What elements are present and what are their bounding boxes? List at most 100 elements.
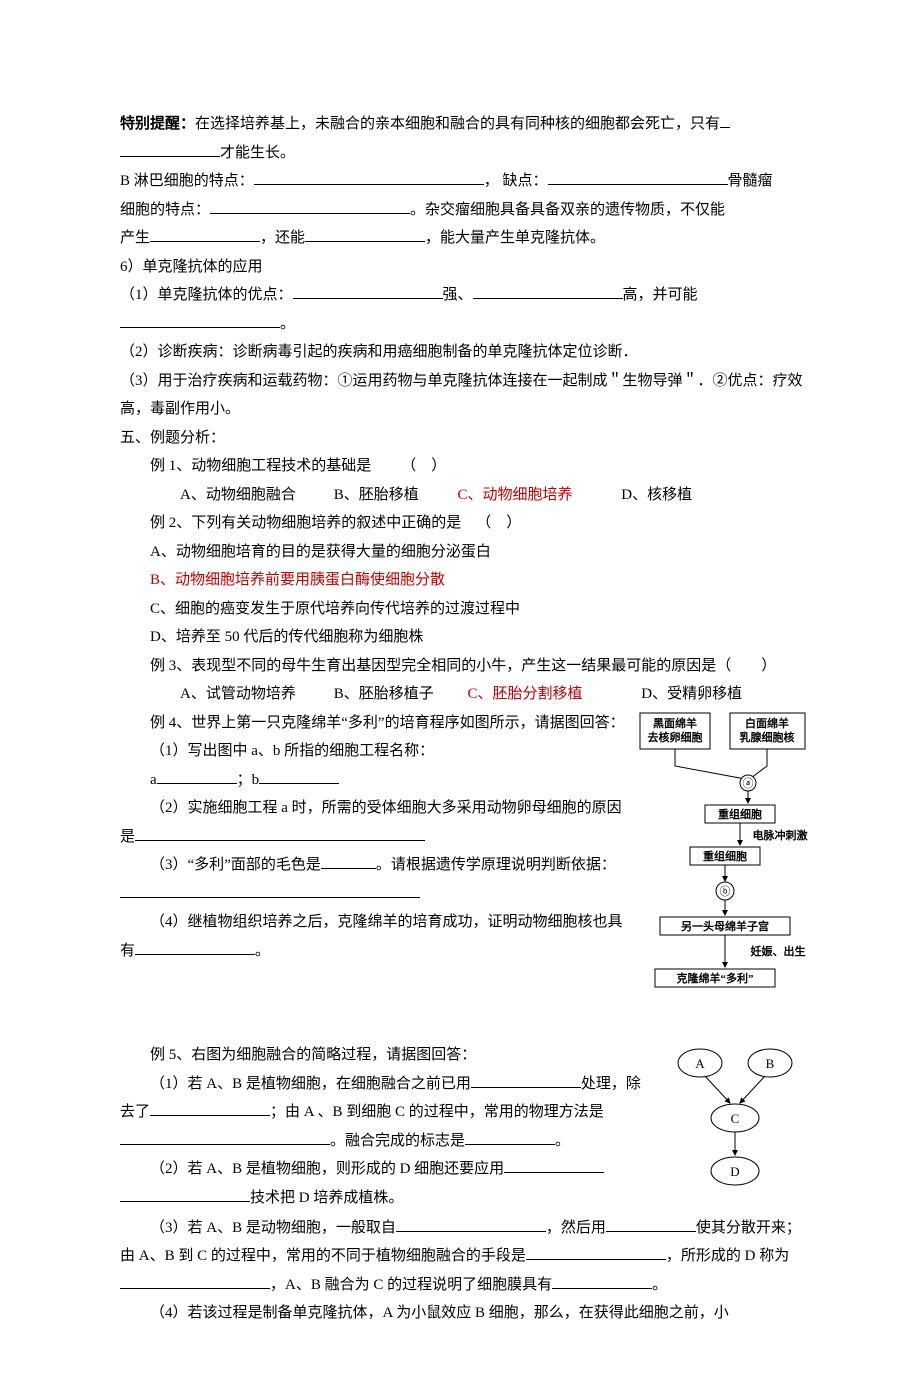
text: （1）若 A、B 是植物细胞，在细胞融合之前已用 [150,1076,471,1092]
text: （3）若 A、B 是动物细胞，一般取自 [150,1220,396,1236]
sec5-title: 五、例题分析： [120,424,810,453]
sec6-p1: （1）单克隆抗体的优点：强、高，并可能 [120,281,810,310]
ex2-d: D、培养至 50 代后的传代细胞称为细胞株 [120,623,810,652]
bcell-line3: 产生 ，还能 ，能大量产生单克隆抗体。 [120,224,810,253]
blank [548,167,728,185]
opt-c: C、动物细胞培养 [428,481,588,510]
text: 。 [255,943,270,959]
bcell-line2: 细胞的特点：。杂交瘤细胞具备具备双亲的遗传物质，不仅能 [120,196,810,225]
text: 。杂交瘤细胞具备具备双亲的遗传物质，不仅能 [410,202,725,218]
tip-label: 特别提醒： [120,116,195,132]
blank [504,1155,604,1173]
text: 。 [280,316,295,332]
blank [135,937,255,955]
svg-text:A: A [695,1056,705,1071]
blank [254,167,484,185]
svg-text:重组细胞: 重组细胞 [703,849,747,863]
sec6-p3: （3）用于治疗疾病和运载药物：①运用药物与单克隆抗体连接在一起制成＂生物导弹＂．… [120,367,810,424]
svg-text:ⓐ: ⓐ [743,777,754,790]
ex5-q3: （3）若 A、B 是动物细胞，一般取自，然后用使其分散开来；由 A、B 到 C … [120,1214,810,1300]
ex1-opts: A、动物细胞融合 B、胚胎移植 C、动物细胞培养 D、核移植 [120,481,810,510]
ex5-wrap: A B C D 例 5、右图为细胞融合的简略过程，请据图回答： （1）若 A、B… [120,1041,810,1328]
bcell-line1: B 淋巴细胞的特点： ， 缺点： 骨髓瘤 [120,167,810,196]
text: a [150,772,157,788]
blank [150,1098,270,1116]
text: 高，并可能 [623,287,698,303]
ex2-c: C、细胞的癌变发生于原代培养向传代培养的过渡过程中 [120,595,810,624]
ex1-stem: 例 1、动物细胞工程技术的基础是 （ ） [120,452,810,481]
svg-text:克隆绵羊“多利”: 克隆绵羊“多利” [677,971,754,985]
svg-text:C: C [731,1111,740,1126]
text: ， 缺点： [484,173,548,189]
svg-text:ⓑ: ⓑ [720,885,731,898]
svg-text:白面绵羊: 白面绵羊 [745,716,789,730]
blank [305,224,425,242]
text: ，A、B 融合为 C 的过程说明了细胞膜具有 [270,1277,552,1293]
text: ，还能 [260,230,305,246]
ex2-b: B、动物细胞培养前要用胰蛋白酶使细胞分散 [120,566,810,595]
blank [293,281,443,299]
text: （2）若 A、B 是植物细胞，则形成的 D 细胞还要应用 [150,1161,504,1177]
ex4-wrap: .btxt { font: bold 11px "SimSun"; } .ntx… [120,709,810,1027]
blank [157,766,237,784]
text: 例 4、世界上第一只克隆绵羊“多利”的培育程序如图所示，请据图回答： [150,715,625,731]
blank [321,851,376,869]
blank [396,1214,546,1232]
svg-text:电脉冲刺激: 电脉冲刺激 [753,828,808,842]
blank [471,1070,581,1088]
blank [552,1271,652,1289]
text: ，能大量产生单克隆抗体。 [425,230,605,246]
opt-d: D、受精卵移植 [611,680,742,709]
tip-para: 特别提醒：在选择培养基上，未融合的亲本细胞和融合的具有同种核的细胞都会死亡，只有 [120,110,810,139]
blank [150,224,260,242]
text: ；b [237,772,260,788]
ex2-stem: 例 2、下列有关动物细胞培养的叙述中正确的是 （ ） [120,509,810,538]
svg-text:乳腺细胞核: 乳腺细胞核 [740,730,795,744]
blank [120,139,220,157]
ex5-q4: （4）若该过程是制备单克隆抗体，A 为小鼠效应 B 细胞，那么，在获得此细胞之前… [120,1299,810,1328]
ex3-stem: 例 3、表现型不同的母牛生育出基因型完全相同的小牛，产生这一结果最可能的原因是（… [120,652,810,681]
blank [259,766,339,784]
text: （1）单克隆抗体的优点： [120,287,293,303]
blank [120,1271,270,1289]
opt-b: B、胚胎移植 [304,481,424,510]
sec6-p2: （2）诊断疾病：诊断病毒引起的疾病和用癌细胞制备的单克隆抗体定位诊断． [120,338,810,367]
opt-b: B、胚胎移植子 [304,680,434,709]
text: 。请根据遗传学原理说明判断依据： [376,857,616,873]
ex3-opts: A、试管动物培养 B、胚胎移植子 C、胚胎分割移植 D、受精卵移植 [120,680,810,709]
blank [120,880,420,898]
tip-text-1: 在选择培养基上，未融合的亲本细胞和融合的具有同种核的细胞都会死亡，只有 [195,116,720,132]
svg-text:D: D [730,1164,739,1179]
tip-line2: 才能生长。 [120,139,810,168]
fusion-svg: A B C D [660,1043,810,1203]
text: 骨髓瘤 [728,173,773,189]
sec6-title: 6）单克隆抗体的应用 [120,253,810,282]
dolly-svg: .btxt { font: bold 11px "SimSun"; } .ntx… [635,711,810,1016]
blank [526,1242,666,1260]
text: ，所形成的 D 称为 [666,1248,789,1264]
text: 产生 [120,230,150,246]
svg-text:去核卵细胞: 去核卵细胞 [648,730,703,744]
opt-a: A、动物细胞融合 [150,481,300,510]
tip-text-2: 才能生长。 [220,145,295,161]
blank [135,823,425,841]
opt-a: A、试管动物培养 [150,680,300,709]
opt-c: C、胚胎分割移植 [438,680,608,709]
text: 。 [555,1133,570,1149]
opt-d: D、核移植 [591,481,692,510]
blank [120,310,280,328]
blank [120,1184,250,1202]
text: 。 [652,1277,667,1293]
blank [473,281,623,299]
text: 。融合完成的标志是 [330,1133,465,1149]
ex2-a: A、动物细胞培育的目的是获得大量的细胞分泌蛋白 [120,538,810,567]
svg-text:黑面绵羊: 黑面绵羊 [653,716,697,730]
text: 技术把 D 培养成植株。 [250,1190,403,1206]
spacer [120,1026,810,1041]
text: （3）“多利”面部的毛色是 [150,857,321,873]
sec6-p1b: 。 [120,310,810,339]
blank [120,1127,330,1145]
text: ；由 A 、B 到细胞 C 的过程中，常用的物理方法是 [270,1104,604,1120]
text: B 淋巴细胞的特点： [120,173,254,189]
blank [465,1127,555,1145]
